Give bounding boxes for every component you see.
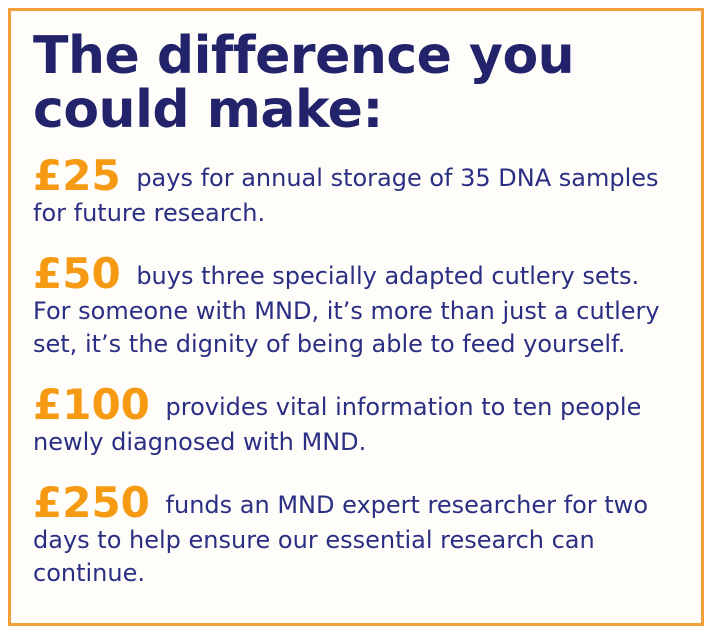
donation-description: funds an MND expert researcher for two d… <box>33 491 648 587</box>
title-line-2: could make: <box>33 80 383 140</box>
donation-amount: £100 <box>33 380 150 429</box>
title-line-1: The difference you <box>33 26 575 86</box>
donation-impact-panel: The difference you could make: £25 pays … <box>8 8 704 626</box>
donation-item-25: £25 pays for annual storage of 35 DNA sa… <box>33 155 679 230</box>
donation-description: buys three specially adapted cutlery set… <box>33 262 660 358</box>
donation-amount: £250 <box>33 478 150 527</box>
donation-list: £25 pays for annual storage of 35 DNA sa… <box>33 155 679 590</box>
donation-amount: £50 <box>33 249 121 298</box>
donation-amount: £25 <box>33 151 121 200</box>
donation-description: provides vital information to ten people… <box>33 393 642 456</box>
page-title: The difference you could make: <box>33 29 679 137</box>
donation-item-50: £50 buys three specially adapted cutlery… <box>33 253 679 361</box>
donation-item-250: £250 funds an MND expert researcher for … <box>33 482 679 590</box>
donation-description: pays for annual storage of 35 DNA sample… <box>33 164 659 227</box>
donation-item-100: £100 provides vital information to ten p… <box>33 384 679 459</box>
